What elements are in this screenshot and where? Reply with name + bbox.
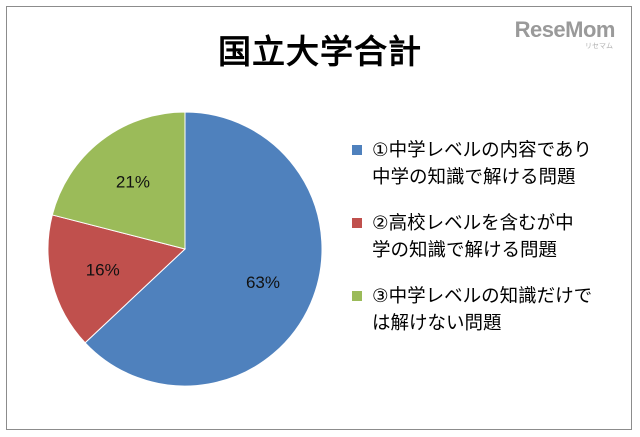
legend-swatch-2 <box>352 218 362 228</box>
watermark-logo: ReseMom <box>514 17 616 42</box>
legend-label-2-line-1: ②高校レベルを含むが中 <box>372 213 574 234</box>
pie-slice-1 <box>84 111 323 387</box>
watermark-sub: リセマム <box>585 42 613 50</box>
pie-slice-label-2: 16% <box>86 261 120 280</box>
legend-label-2-line-2: 学の知識で解ける問題 <box>372 240 558 261</box>
legend: ①中学レベルの内容であり 中学の知識で解ける問題 ②高校レベルを含むが中 学の知… <box>352 137 622 356</box>
chart-title: 国立大学合計 <box>218 32 422 71</box>
legend-item-2: ②高校レベルを含むが中 学の知識で解ける問題 <box>352 210 622 264</box>
legend-item-3: ③中学レベルの知識だけで は解けない問題 <box>352 283 622 337</box>
legend-swatch-3 <box>352 291 362 301</box>
legend-swatch-1 <box>352 145 362 155</box>
legend-label-3-line-2: は解けない問題 <box>372 313 502 334</box>
legend-label-3-line-1: ③中学レベルの知識だけで <box>372 286 593 307</box>
pie-slice-label-1: 63% <box>246 273 280 292</box>
pie-slice-label-3: 21% <box>116 172 150 191</box>
pie-slice-3 <box>51 111 186 250</box>
legend-item-1: ①中学レベルの内容であり 中学の知識で解ける問題 <box>352 137 622 191</box>
legend-label-1-line-2: 中学の知識で解ける問題 <box>372 167 576 188</box>
pie-slice-2 <box>47 214 187 344</box>
legend-label-1-line-1: ①中学レベルの内容であり <box>372 140 592 161</box>
